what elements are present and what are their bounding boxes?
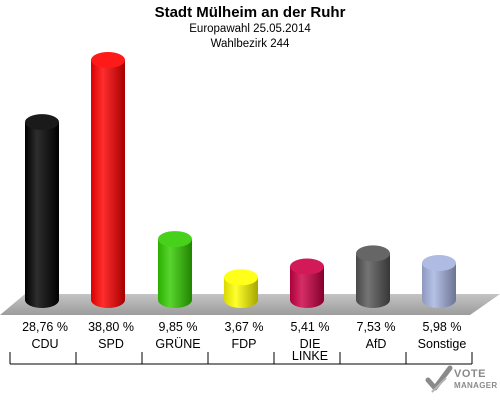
bar-body — [25, 122, 59, 309]
category-label: GRÜNE — [155, 337, 200, 351]
chart-header: Stadt Mülheim an der Ruhr Europawahl 25.… — [0, 4, 500, 52]
category-label: FDP — [232, 337, 257, 351]
bar-top — [290, 258, 324, 275]
logo-word-vote: VOTE — [454, 368, 486, 380]
bar-body — [224, 277, 258, 308]
logo-word-manager: MANAGER — [454, 381, 498, 390]
category-label: DIE — [300, 337, 321, 351]
value-label: 3,67 % — [225, 320, 264, 334]
bar-body — [158, 239, 192, 308]
bar-top — [356, 245, 390, 262]
bar-spd — [91, 52, 125, 308]
bar-top — [224, 269, 258, 286]
bar-sonstige — [422, 255, 456, 308]
chart-subtitle-district: Wahlbezirk 244 — [210, 38, 290, 50]
bar-fdp — [224, 269, 258, 308]
category-label: SPD — [98, 337, 124, 351]
value-label: 5,41 % — [291, 320, 330, 334]
bar-body — [91, 60, 125, 308]
value-label: 28,76 % — [22, 320, 68, 334]
bar-body — [356, 253, 390, 308]
bar-afd — [356, 245, 390, 308]
bar-cdu — [25, 114, 59, 309]
checkmark-icon — [425, 365, 453, 393]
value-label: 5,98 % — [423, 320, 462, 334]
bar-top — [158, 231, 192, 248]
bar-grüne — [158, 231, 192, 308]
bar-die-linke — [290, 258, 324, 308]
vote-manager-logo: VOTE MANAGER — [424, 364, 498, 398]
category-label: AfD — [366, 337, 387, 351]
category-label: LINKE — [292, 349, 328, 363]
bar-top — [91, 52, 125, 68]
bar-top — [25, 114, 59, 131]
chart-subtitle-date: Europawahl 25.05.2014 — [189, 23, 311, 35]
chart-title: Stadt Mülheim an der Ruhr — [154, 4, 346, 21]
value-label: 9,85 % — [159, 320, 198, 334]
bar-top — [422, 255, 456, 272]
category-label: Sonstige — [418, 337, 467, 351]
value-label: 38,80 % — [88, 320, 134, 334]
category-label: CDU — [31, 337, 58, 351]
bar-body — [290, 266, 324, 308]
x-axis-brackets — [9, 352, 473, 365]
value-label: 7,53 % — [357, 320, 396, 334]
bar-body — [422, 263, 456, 308]
